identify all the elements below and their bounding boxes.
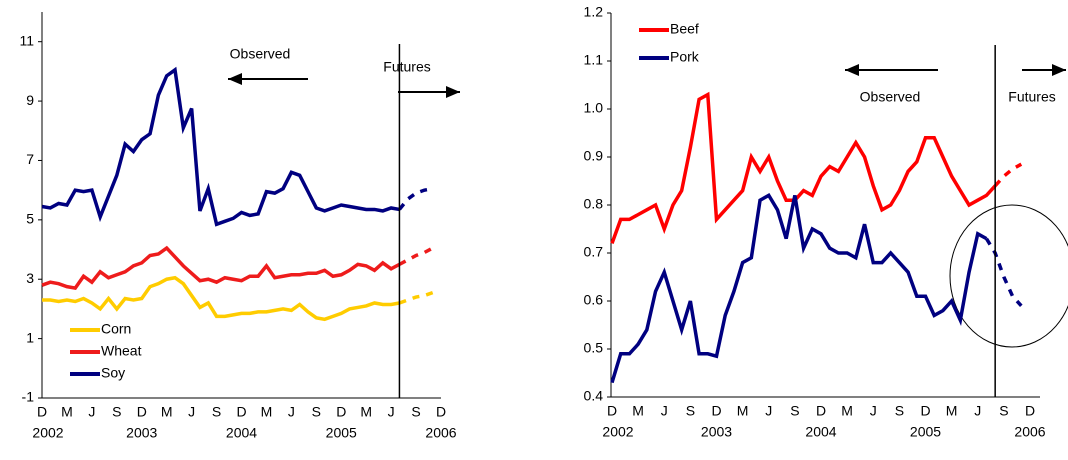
x-tick-label: M [737,403,749,419]
x-tick-label: M [841,403,853,419]
x-tick-label: D [920,403,930,419]
y-tick-label: 5 [26,211,34,227]
highlight-circle [949,204,1068,348]
x-tick-label: J [288,404,295,420]
series-line [42,275,400,322]
annotation: Futures [383,59,430,75]
series-line [41,66,400,227]
y-tick-label: 1.0 [584,100,604,116]
year-label: 2005 [910,424,941,440]
year-label: 2003 [701,424,732,440]
x-tick-label: D [607,403,617,419]
x-tick-label: D [1025,403,1035,419]
x-tick-label: M [61,404,73,420]
x-tick-label: S [790,403,799,419]
x-tick-label: J [870,403,877,419]
futures-line [398,246,434,266]
year-label: 2003 [126,425,157,441]
x-tick-label: S [686,403,695,419]
y-tick-label: 0.6 [584,292,604,308]
series-line [41,245,401,291]
year-label: 2004 [226,425,257,441]
annotation: Observed [230,46,291,62]
x-tick-label: M [161,404,173,420]
legend-label: Beef [670,21,699,37]
x-tick-label: D [236,404,246,420]
futures-arrow-head [446,86,460,98]
year-label: 2002 [32,425,63,441]
observed-arrow-head [845,64,859,76]
x-tick-label: J [388,404,395,420]
x-tick-label: D [711,403,721,419]
y-tick-label: 0.9 [584,148,604,164]
y-tick-label: 1.1 [584,52,604,68]
y-tick-label: 0.7 [584,244,604,260]
x-tick-label: S [411,404,420,420]
x-tick-label: M [360,404,372,420]
series-line [610,193,988,384]
x-tick-label: J [88,404,95,420]
year-label: 2006 [1014,424,1045,440]
y-tick-label: 0.5 [584,340,604,356]
x-tick-label: D [137,404,147,420]
y-tick-label: -1 [22,389,35,405]
futures-line [398,186,433,211]
x-tick-label: S [212,404,221,420]
y-tick-label: 7 [26,151,34,167]
x-tick-label: J [974,403,981,419]
x-tick-label: M [261,404,273,420]
y-tick-label: 9 [26,92,34,108]
x-tick-label: D [816,403,826,419]
annotation: Observed [860,89,921,105]
x-tick-label: D [336,404,346,420]
x-tick-label: M [946,403,958,419]
x-tick-label: J [188,404,195,420]
x-tick-label: D [436,404,446,420]
y-tick-label: 11 [19,32,34,48]
legend-label: Soy [101,365,125,381]
series-line [610,91,997,244]
x-tick-label: S [999,403,1008,419]
observed-arrow-head [228,73,242,85]
annotation: Futures [1008,89,1055,105]
year-label: 2004 [805,424,836,440]
year-label: 2002 [602,424,633,440]
legend-label: Pork [670,49,700,65]
year-label: 2006 [425,425,456,441]
x-tick-label: J [765,403,772,419]
legend-label: Wheat [101,343,142,359]
futures-arrow-head [1052,64,1066,76]
legend-label: Corn [101,321,131,337]
y-tick-label: 3 [26,270,34,286]
y-tick-label: 0.4 [584,388,604,404]
x-tick-label: D [37,404,47,420]
futures-line [984,237,1023,307]
x-tick-label: S [312,404,321,420]
y-tick-label: 1 [26,329,34,345]
x-tick-label: M [632,403,644,419]
futures-line [993,162,1023,187]
y-tick-label: 0.8 [584,196,604,212]
y-tick-label: 1.2 [584,4,604,20]
x-tick-label: S [112,404,121,420]
futures-line [398,290,434,305]
x-tick-label: J [661,403,668,419]
x-tick-label: S [895,403,904,419]
year-label: 2005 [326,425,357,441]
